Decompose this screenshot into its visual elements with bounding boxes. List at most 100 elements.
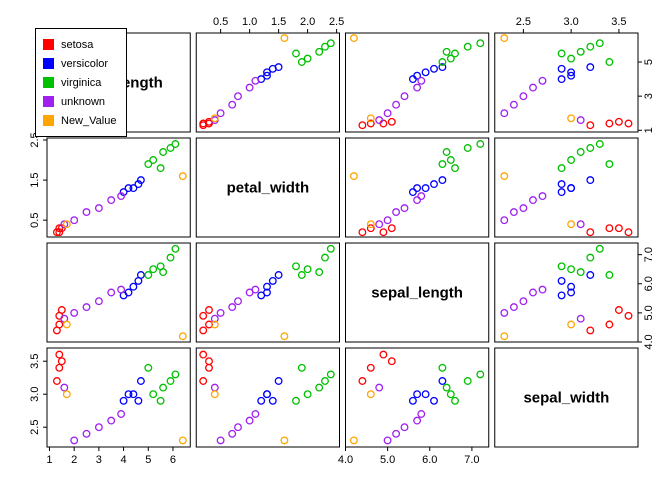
data-point-unknown — [509, 100, 518, 109]
data-point-unknown — [417, 76, 426, 85]
data-point-virginica — [463, 42, 472, 51]
data-point-unknown — [251, 410, 260, 418]
data-point-setosa — [586, 121, 595, 130]
data-point-unknown — [400, 423, 409, 432]
data-point-unknown — [117, 192, 126, 201]
data-point-setosa — [205, 119, 213, 128]
legend-item-unknown: unknown — [43, 92, 116, 111]
data-point-unknown — [251, 76, 260, 85]
data-point-unknown — [82, 429, 91, 438]
data-point-New_Value — [567, 220, 576, 229]
data-point-New_Value — [280, 34, 289, 43]
data-point-unknown — [383, 216, 392, 225]
data-point-New_Value — [500, 172, 509, 181]
tick-label: 1 — [46, 454, 52, 466]
data-point-setosa — [199, 326, 208, 335]
data-point-unknown — [107, 288, 116, 297]
legend: setosa versicolor virginica unknown New_Valu… — [35, 28, 128, 137]
data-point-New_Value — [567, 114, 576, 123]
data-point-unknown — [94, 204, 103, 213]
data-point-versicolor — [430, 396, 438, 405]
tick-label: 7.0 — [464, 454, 479, 466]
tick-label: 0.5 — [29, 213, 41, 228]
tick-label: 4.0 — [643, 334, 655, 349]
data-point-unknown — [70, 216, 79, 225]
data-point-virginica — [576, 268, 585, 277]
data-point-virginica — [326, 370, 335, 379]
data-point-setosa — [57, 306, 66, 314]
data-point-virginica — [576, 47, 585, 56]
data-point-virginica — [315, 47, 324, 56]
data-point-unknown — [529, 83, 537, 92]
data-point-unknown — [70, 436, 79, 445]
data-point-unknown — [375, 220, 384, 229]
data-point-virginica — [303, 265, 312, 274]
data-point-virginica — [557, 262, 566, 271]
data-point-virginica — [144, 271, 153, 279]
diagonal-panel — [195, 137, 340, 238]
data-point-virginica — [292, 262, 300, 271]
tick-label: 7.0 — [643, 247, 655, 262]
data-point-virginica — [446, 156, 455, 164]
data-point-virginica — [303, 390, 312, 399]
legend-item-setosa: setosa — [43, 35, 116, 54]
scatter-panel — [494, 242, 639, 343]
data-point-versicolor — [557, 276, 566, 285]
data-point-versicolor — [119, 188, 128, 197]
data-point-unknown — [500, 308, 509, 317]
data-point-unknown — [417, 192, 426, 201]
data-point-setosa — [614, 224, 623, 233]
data-point-virginica — [297, 58, 306, 66]
data-point-unknown — [234, 423, 242, 432]
data-point-virginica — [149, 390, 158, 399]
data-point-versicolor — [413, 71, 422, 80]
data-point-versicolor — [567, 184, 576, 193]
data-point-virginica — [451, 396, 459, 405]
data-point-unknown — [413, 416, 422, 425]
legend-label: setosa — [61, 38, 94, 51]
data-point-unknown — [60, 220, 69, 229]
legend-swatch-icon — [43, 96, 54, 107]
data-point-virginica — [156, 396, 165, 405]
tick-label: 3 — [643, 93, 655, 99]
data-point-versicolor — [430, 64, 438, 73]
data-point-versicolor — [263, 288, 271, 297]
data-point-New_Value — [280, 332, 289, 341]
data-point-setosa — [387, 224, 396, 233]
data-point-setosa — [55, 228, 64, 237]
data-point-versicolor — [586, 271, 595, 279]
data-point-setosa — [605, 320, 614, 329]
data-point-virginica — [297, 363, 306, 372]
data-point-virginica — [476, 140, 485, 148]
data-point-unknown — [500, 109, 509, 118]
data-point-virginica — [326, 244, 335, 253]
legend-label: unknown — [61, 95, 106, 108]
legend-swatch-icon — [43, 77, 54, 88]
data-point-versicolor — [263, 282, 271, 291]
data-point-setosa — [366, 363, 375, 372]
data-point-versicolor — [408, 188, 417, 197]
legend-swatch-icon — [43, 58, 54, 69]
data-point-unknown — [400, 204, 409, 213]
data-point-versicolor — [408, 396, 417, 405]
data-point-unknown — [576, 116, 585, 125]
legend-item-versicolor: versicolor — [43, 54, 116, 73]
data-point-New_Value — [280, 436, 289, 445]
legend-label: virginica — [61, 76, 102, 89]
scatter-panel — [195, 32, 340, 133]
tick-label: 6.0 — [643, 276, 655, 291]
data-point-versicolor — [136, 176, 145, 185]
data-point-virginica — [438, 363, 447, 372]
data-point-New_Value — [178, 172, 187, 181]
data-point-versicolor — [274, 377, 283, 385]
scatter-panel — [195, 242, 340, 343]
tick-label: 4 — [121, 454, 127, 466]
data-point-versicolor — [438, 63, 447, 72]
data-point-setosa — [614, 117, 623, 126]
data-point-setosa — [366, 224, 375, 233]
data-point-unknown — [82, 208, 91, 217]
data-point-setosa — [205, 306, 213, 314]
data-point-unknown — [234, 297, 242, 306]
data-point-virginica — [567, 265, 576, 274]
variable-label: sepal_width — [523, 390, 609, 407]
